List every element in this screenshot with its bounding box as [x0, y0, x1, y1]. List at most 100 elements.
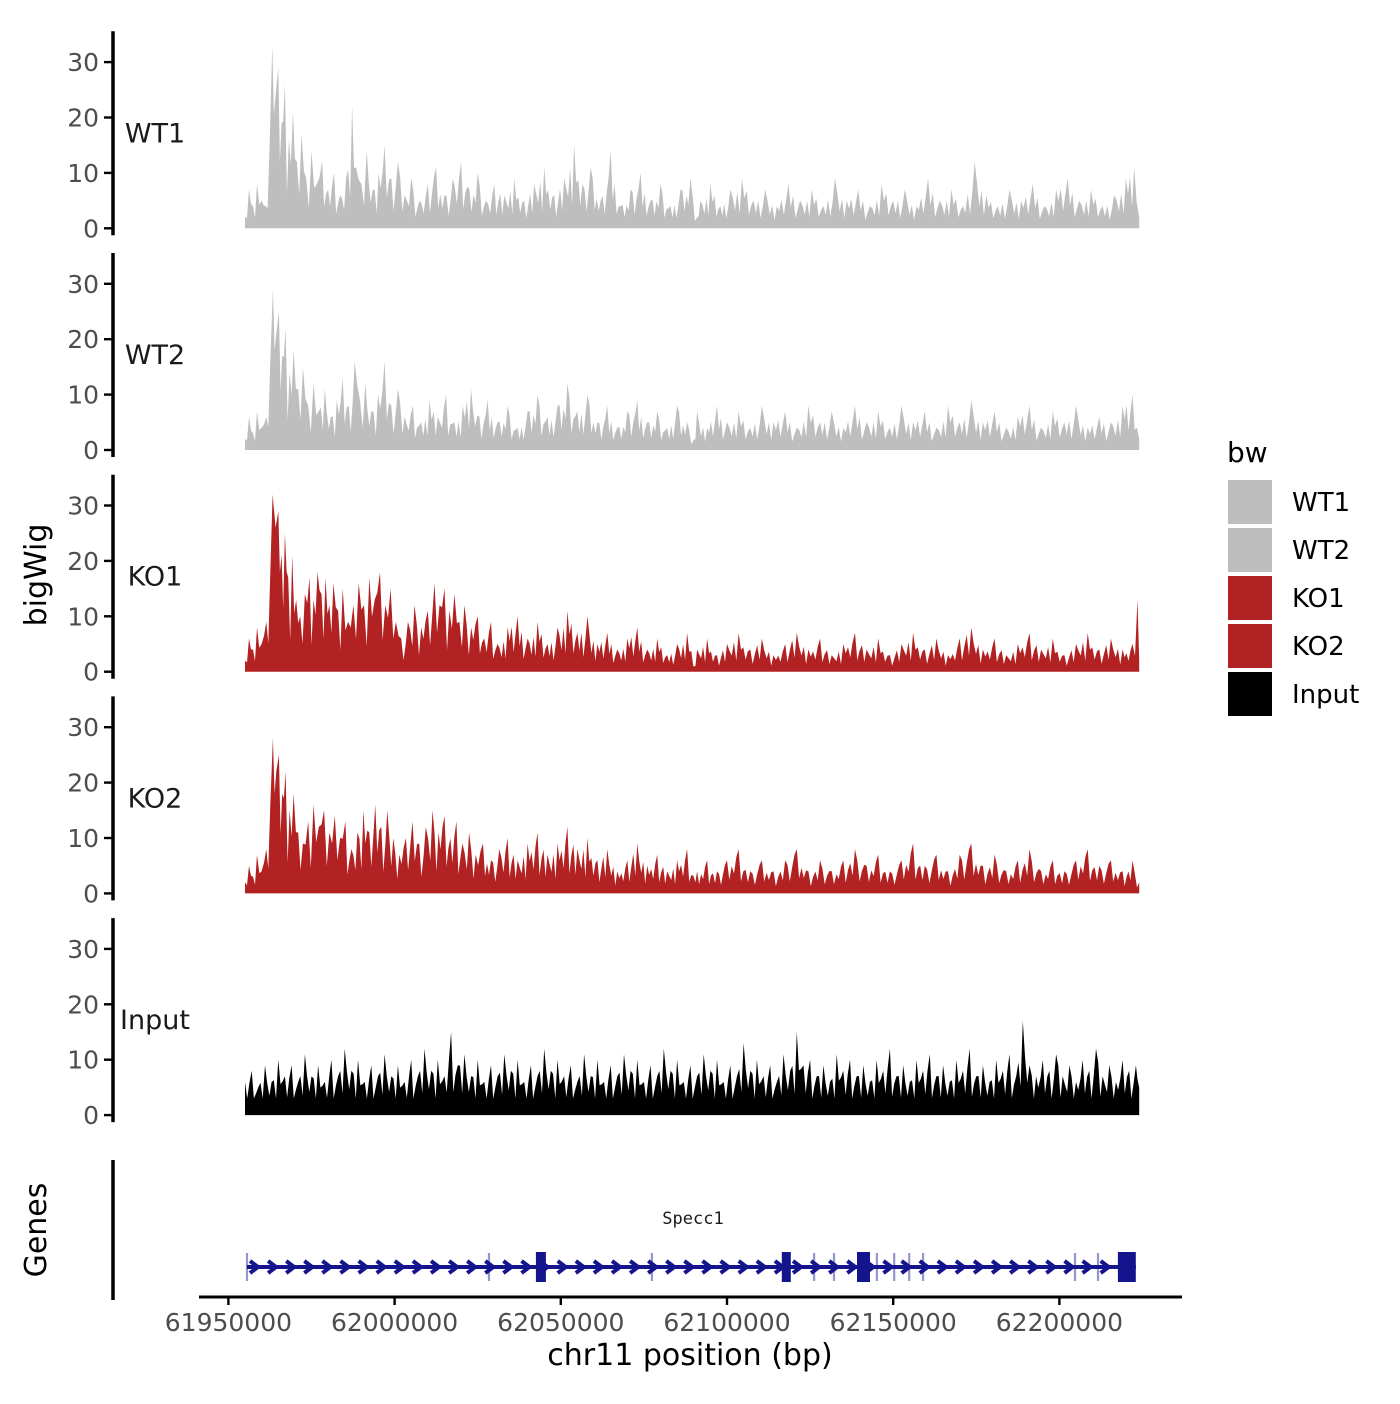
strand-arrow-right: [1027, 1259, 1040, 1275]
track-wt2: 0 10 20 30 WT2: [67, 253, 1140, 465]
strand-arrow-right: [592, 1259, 606, 1275]
x-axis: 61950000 62000000 62050000 62100000 62150000…: [165, 1295, 1182, 1337]
y-tick-label: 30: [67, 270, 99, 299]
y-tick-label: 20: [67, 769, 99, 798]
legend-title: bw: [1227, 436, 1268, 469]
strand-arrow-right: [719, 1259, 732, 1275]
strand-arrow-right: [484, 1259, 497, 1275]
y-tick-label: 20: [67, 547, 99, 576]
y-tick-label: 10: [67, 159, 99, 188]
strand-arrow-right: [954, 1259, 968, 1275]
strand-arrow-right: [393, 1259, 407, 1275]
strand-arrow-right: [502, 1259, 515, 1275]
exon-block: [535, 1252, 546, 1282]
track-ko2: 0 10 20 30 KO2: [67, 696, 1140, 908]
y-axis-title-bigwig: bigWig: [19, 524, 54, 627]
strand-arrow-right: [918, 1259, 932, 1275]
legend-entry-ko2: KO2: [1228, 624, 1345, 668]
coverage-area-ko2: [245, 738, 1140, 894]
strand-arrow-right: [936, 1259, 950, 1275]
strand-arrow-right: [683, 1259, 696, 1275]
y-tick-label: 30: [67, 713, 99, 742]
strand-arrow-right: [357, 1259, 370, 1275]
legend-swatch-wt1: [1228, 480, 1272, 524]
coverage-area-ko1: [245, 494, 1140, 672]
y-tick-label: 0: [83, 1101, 99, 1130]
legend-entry-input: Input: [1228, 672, 1359, 716]
strand-arrow-right: [466, 1259, 479, 1275]
y-tick-label: 0: [83, 214, 99, 243]
legend-swatch-input: [1228, 672, 1272, 716]
legend-label-input: Input: [1292, 680, 1359, 710]
track-ko1: 0 10 20 30 KO1: [67, 474, 1140, 687]
exon-block: [1117, 1252, 1136, 1282]
strand-arrow-right: [647, 1259, 660, 1275]
coverage-area-input: [245, 1020, 1140, 1116]
strand-arrow-right: [411, 1259, 425, 1275]
strand-arrow-right: [828, 1259, 841, 1275]
legend-label-wt2: WT2: [1292, 536, 1350, 566]
strand-arrow-right: [303, 1259, 316, 1275]
strand-arrow-right: [610, 1259, 624, 1275]
x-tick-label: 62050000: [497, 1308, 624, 1337]
y-tick-label: 0: [83, 658, 99, 687]
y-tick-label: 30: [67, 935, 99, 964]
strand-arrow-right: [248, 1259, 262, 1275]
strand-arrow-right: [1009, 1259, 1022, 1275]
y-tick-label: 10: [67, 602, 99, 631]
track-facet-label: Input: [120, 1005, 190, 1036]
strand-arrow-right: [846, 1259, 859, 1275]
track-facet-label: KO1: [128, 562, 183, 593]
legend-entry-wt1: WT1: [1228, 480, 1350, 524]
strand-arrow-right: [990, 1259, 1004, 1275]
legend-swatch-wt2: [1228, 528, 1272, 572]
x-tick-label: 62100000: [663, 1308, 790, 1337]
legend: bw WT1 WT2 KO1 KO2 Input: [1227, 436, 1359, 716]
genes-panel: [111, 1160, 1136, 1300]
strand-arrow-right: [447, 1259, 461, 1275]
strand-arrow-right: [1045, 1259, 1058, 1275]
x-tick-label: 62000000: [331, 1308, 458, 1337]
x-tick-label: 62200000: [996, 1308, 1123, 1337]
strand-arrow-right: [628, 1259, 642, 1275]
strand-arrow-right: [755, 1259, 769, 1275]
track-facet-label: WT1: [125, 118, 185, 149]
x-tick-label: 61950000: [165, 1308, 292, 1337]
strand-arrow-right: [339, 1259, 352, 1275]
legend-label-wt1: WT1: [1292, 488, 1350, 518]
y-tick-label: 0: [83, 436, 99, 465]
gene-name-label: Specc1: [662, 1209, 723, 1229]
bigwig-track-panels: 0 10 20 30 WT1 0 10 20 30 WT2 0 10 20 30 KO1 0 10 20 30 KO2…: [67, 31, 1140, 1130]
legend-entry-wt2: WT2: [1228, 528, 1350, 572]
strand-arrow-right: [520, 1259, 533, 1275]
strand-arrow-right: [791, 1259, 805, 1275]
legend-label-ko1: KO1: [1292, 584, 1345, 614]
track-input: 0 10 20 30 Input: [67, 918, 1140, 1130]
y-tick-label: 10: [67, 381, 99, 410]
y-tick-label: 30: [67, 48, 99, 77]
y-tick-label: 20: [67, 990, 99, 1019]
strand-arrow-right: [972, 1259, 986, 1275]
legend-label-ko2: KO2: [1292, 632, 1345, 662]
exon-block: [857, 1252, 870, 1282]
track-wt1: 0 10 20 30 WT1: [67, 31, 1140, 243]
strand-arrow-right: [900, 1259, 913, 1275]
y-axis-title-genes: Genes: [19, 1183, 54, 1278]
y-tick-label: 30: [67, 492, 99, 521]
strand-arrow-right: [429, 1259, 443, 1275]
coverage-area-wt2: [245, 289, 1140, 450]
y-tick-label: 10: [67, 824, 99, 853]
strand-arrow-right: [701, 1259, 714, 1275]
strand-arrow-right: [665, 1259, 678, 1275]
strand-arrow-right: [1063, 1259, 1076, 1275]
y-tick-label: 10: [67, 1046, 99, 1075]
y-tick-label: 0: [83, 879, 99, 908]
strand-arrow-right: [321, 1259, 334, 1275]
legend-swatch-ko2: [1228, 624, 1272, 668]
track-facet-label: KO2: [128, 783, 183, 814]
strand-arrow-right: [556, 1259, 570, 1275]
y-tick-label: 20: [67, 104, 99, 133]
strand-arrow-right: [1081, 1259, 1094, 1275]
x-tick-label: 62150000: [830, 1308, 957, 1337]
